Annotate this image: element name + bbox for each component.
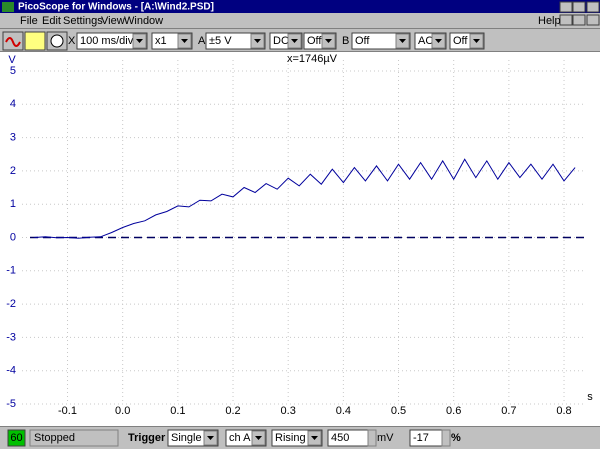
x-tick-label: 0.8 bbox=[556, 405, 571, 417]
y-tick-label: 0 bbox=[10, 231, 16, 243]
separator bbox=[0, 426, 600, 427]
spin-button[interactable] bbox=[441, 429, 451, 447]
combo-text: Off bbox=[453, 35, 468, 47]
x-tick-label: 0.1 bbox=[170, 405, 185, 417]
menu-item[interactable]: Settings bbox=[63, 15, 103, 27]
menu-item[interactable]: View bbox=[101, 15, 125, 27]
title-buttons[interactable] bbox=[559, 1, 600, 26]
y-tick-label: 4 bbox=[10, 98, 16, 110]
doc-minimize-button[interactable] bbox=[559, 14, 573, 26]
dropdown-arrow bbox=[399, 39, 406, 43]
x-tick-label: 0.4 bbox=[336, 405, 351, 417]
x-axis-label: s bbox=[587, 391, 593, 403]
unit: % bbox=[451, 432, 461, 444]
maximize-button[interactable] bbox=[572, 1, 586, 13]
spin-text: -17 bbox=[413, 432, 429, 444]
dropdown-arrow bbox=[181, 39, 188, 43]
y-tick-label: -3 bbox=[6, 331, 16, 343]
combo-text: Single bbox=[171, 432, 202, 444]
combo[interactable] bbox=[205, 32, 266, 50]
icon bbox=[5, 37, 21, 47]
combo-text: 100 ms/div bbox=[80, 35, 134, 47]
combo-text: ±5 V bbox=[209, 35, 232, 47]
x-tick-label: 0.3 bbox=[281, 405, 296, 417]
close-button[interactable] bbox=[586, 1, 600, 13]
signal-trace bbox=[34, 158, 576, 239]
combo[interactable] bbox=[76, 32, 148, 50]
label: Trigger bbox=[128, 432, 166, 444]
separator bbox=[0, 28, 600, 29]
dropdown-arrow bbox=[255, 436, 262, 440]
status-box bbox=[29, 429, 119, 447]
combo-text: DC bbox=[273, 35, 289, 47]
window-title: PicoScope for Windows - [A:\Wind2.PSD] bbox=[18, 2, 214, 13]
dropdown-arrow bbox=[435, 39, 442, 43]
combo-text: AC bbox=[418, 35, 433, 47]
x-tick-label: 0.0 bbox=[115, 405, 130, 417]
combo-text: x1 bbox=[155, 35, 167, 47]
tool-buttons[interactable] bbox=[2, 31, 68, 51]
plot-background bbox=[0, 52, 600, 426]
spin-text: 450 bbox=[331, 432, 349, 444]
y-tick-label: 3 bbox=[10, 132, 16, 144]
y-tick-label: -5 bbox=[6, 398, 16, 410]
icon bbox=[50, 34, 64, 48]
doc-close-button[interactable] bbox=[586, 14, 600, 26]
separator bbox=[0, 51, 600, 52]
indicator-text: 60 bbox=[10, 432, 22, 444]
dropdown-arrow bbox=[291, 39, 298, 43]
dropdown-arrow bbox=[254, 39, 261, 43]
y-tick-label: -2 bbox=[6, 298, 16, 310]
x-tick-label: 0.2 bbox=[225, 405, 240, 417]
tool-button[interactable] bbox=[24, 31, 46, 51]
spin-button[interactable] bbox=[367, 429, 377, 447]
doc-restore-button[interactable] bbox=[572, 14, 586, 26]
minimize-button[interactable] bbox=[559, 1, 573, 13]
combo-text: Rising bbox=[275, 432, 306, 444]
y-tick-label: 2 bbox=[10, 165, 16, 177]
combo-text: Off bbox=[307, 35, 322, 47]
combo-text: ch A bbox=[229, 432, 251, 444]
status-text: Stopped bbox=[34, 432, 75, 444]
dropdown-arrow bbox=[136, 39, 143, 43]
label: B bbox=[342, 35, 349, 47]
dropdown-arrow bbox=[473, 39, 480, 43]
label: A bbox=[198, 35, 206, 47]
dropdown-arrow bbox=[207, 436, 214, 440]
label: X bbox=[68, 35, 76, 47]
x-tick-label: 0.7 bbox=[501, 405, 516, 417]
x-tick-label: 0.5 bbox=[391, 405, 406, 417]
combo-text: Off bbox=[355, 35, 370, 47]
dropdown-arrow bbox=[311, 436, 318, 440]
y-tick-label: 1 bbox=[10, 198, 16, 210]
annotation: x=1746µV bbox=[287, 53, 338, 65]
y-axis-label: V bbox=[8, 54, 16, 66]
indicator bbox=[7, 429, 26, 447]
y-tick-label: -1 bbox=[6, 265, 16, 277]
menu-item[interactable]: File bbox=[20, 15, 38, 27]
x-tick-label: -0.1 bbox=[58, 405, 77, 417]
unit: mV bbox=[377, 432, 394, 444]
dropdown-arrow bbox=[325, 39, 332, 43]
y-tick-label: 5 bbox=[10, 65, 16, 77]
menu-item[interactable]: Edit bbox=[42, 15, 61, 27]
menu-item[interactable]: Window bbox=[124, 15, 163, 27]
y-tick-label: -4 bbox=[6, 365, 16, 377]
menu-item[interactable]: Help bbox=[538, 15, 561, 27]
title-bar bbox=[0, 0, 600, 13]
x-tick-label: 0.6 bbox=[446, 405, 461, 417]
app-icon bbox=[2, 2, 14, 12]
